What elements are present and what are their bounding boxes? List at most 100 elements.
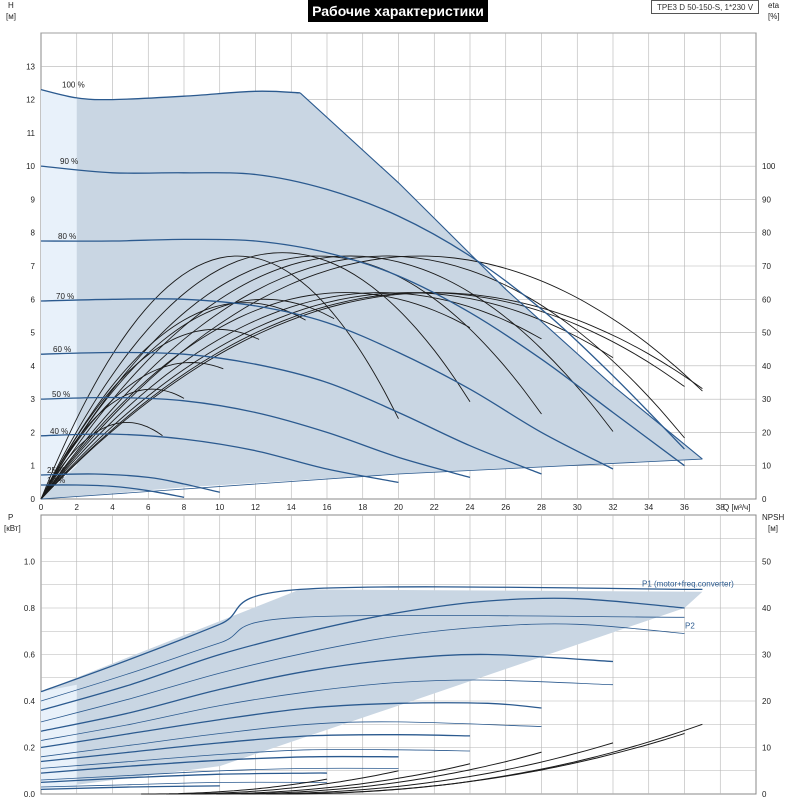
eta-curve — [40, 252, 471, 500]
head-y-tick: 1 — [31, 462, 36, 471]
npsh-curve — [216, 751, 542, 795]
power-y-tick: 1.0 — [24, 558, 36, 567]
head-y-label: H — [8, 1, 14, 10]
head-curve — [40, 238, 685, 467]
p1-label: P1 (motor+freq.converter) — [642, 580, 734, 589]
head-x-label: Q [м³/ч] — [723, 503, 750, 512]
eta-y-tick: 100 — [762, 162, 776, 171]
npsh-y-unit: [м] — [768, 524, 778, 533]
eta-y-tick: 30 — [762, 395, 771, 404]
head-y-tick: 13 — [26, 62, 35, 71]
head-y-tick: 3 — [31, 395, 36, 404]
p2-curve — [40, 721, 542, 758]
head-curve — [40, 165, 685, 450]
head-y-tick: 8 — [31, 229, 36, 238]
eta-y-tick: 10 — [762, 462, 771, 471]
p1-curve — [40, 734, 471, 763]
npsh-curve — [266, 733, 685, 795]
head-y-tick: 6 — [31, 295, 36, 304]
head-curve — [40, 396, 471, 479]
head-curve — [40, 433, 399, 484]
head-x-tick: 10 — [215, 503, 224, 512]
speed-label: 25 % — [47, 466, 65, 475]
power-y-tick: 0.6 — [24, 651, 36, 660]
eta-y-tick: 40 — [762, 362, 771, 371]
head-x-tick: 26 — [501, 503, 510, 512]
eta-curve — [40, 255, 685, 500]
head-x-tick: 8 — [182, 503, 187, 512]
speed-label: 70 % — [56, 292, 74, 301]
npsh-curve — [166, 770, 399, 795]
p1-curve — [40, 653, 614, 732]
power-y-label: P — [8, 513, 13, 522]
head-y-tick: 7 — [31, 262, 36, 271]
p2-curve — [40, 781, 328, 788]
eta-curve — [40, 292, 542, 500]
npsh-y-tick: 0 — [762, 790, 767, 799]
eta-y-tick: 20 — [762, 428, 771, 437]
head-x-tick: 30 — [573, 503, 582, 512]
p2-curve — [40, 623, 685, 723]
head-x-tick: 18 — [358, 503, 367, 512]
head-min-boundary — [40, 458, 703, 500]
power-y-tick: 0.4 — [24, 697, 36, 706]
head-y-tick: 10 — [26, 162, 35, 171]
head-x-tick: 38 — [716, 503, 725, 512]
eta-curve — [40, 292, 703, 500]
eta-y-tick: 0 — [762, 495, 767, 504]
p1-curve — [40, 702, 542, 749]
head-y-tick: 0 — [31, 495, 36, 504]
eta-y-label: eta — [768, 1, 780, 10]
head-y-unit: [м] — [6, 12, 16, 21]
power-y-tick: 0.8 — [24, 604, 36, 613]
speed-label: 10 % — [47, 476, 65, 485]
speed-label: 80 % — [58, 232, 76, 241]
head-y-tick: 12 — [26, 96, 35, 105]
p2-label: P2 — [685, 621, 695, 630]
p1-curve — [40, 785, 220, 791]
npsh-y-tick: 40 — [762, 604, 771, 613]
eta-y-tick: 50 — [762, 329, 771, 338]
p2-curve — [40, 679, 614, 741]
head-x-tick: 36 — [680, 503, 689, 512]
eta-curve — [40, 302, 306, 500]
p2-curve — [40, 767, 399, 781]
head-curve — [40, 484, 185, 498]
eta-curve — [40, 292, 685, 500]
npsh-y-tick: 20 — [762, 697, 771, 706]
head-curve — [40, 351, 542, 475]
speed-label: 100 % — [62, 81, 85, 90]
head-y-tick: 2 — [31, 428, 36, 437]
head-y-tick: 5 — [31, 329, 36, 338]
speed-label: 60 % — [53, 345, 71, 354]
npsh-y-tick: 10 — [762, 744, 771, 753]
npsh-y-tick: 50 — [762, 558, 771, 567]
head-x-tick: 34 — [644, 503, 653, 512]
npsh-y-label: NPSH — [762, 513, 784, 522]
speed-label: 50 % — [52, 390, 70, 399]
head-y-tick: 4 — [31, 362, 36, 371]
head-curve — [40, 88, 301, 101]
p1-curve — [40, 755, 399, 774]
eta-y-tick: 80 — [762, 229, 771, 238]
eta-curve — [40, 255, 399, 500]
head-x-tick: 20 — [394, 503, 403, 512]
eta-y-tick: 70 — [762, 262, 771, 271]
power-y-tick: 0.2 — [24, 744, 36, 753]
head-low-flow-area — [41, 89, 77, 499]
eta-curve — [40, 255, 703, 500]
power-operating-area — [41, 589, 703, 790]
head-x-tick: 0 — [39, 503, 44, 512]
eta-curve — [40, 292, 471, 500]
p1-curve — [40, 772, 328, 784]
eta-y-tick: 90 — [762, 195, 771, 204]
eta-curve — [40, 255, 542, 500]
head-x-tick: 14 — [287, 503, 296, 512]
speed-label: 90 % — [60, 157, 78, 166]
npsh-y-tick: 30 — [762, 651, 771, 660]
head-x-tick: 24 — [466, 503, 475, 512]
eta-curve — [40, 292, 614, 500]
power-y-tick: 0.0 — [24, 790, 36, 799]
